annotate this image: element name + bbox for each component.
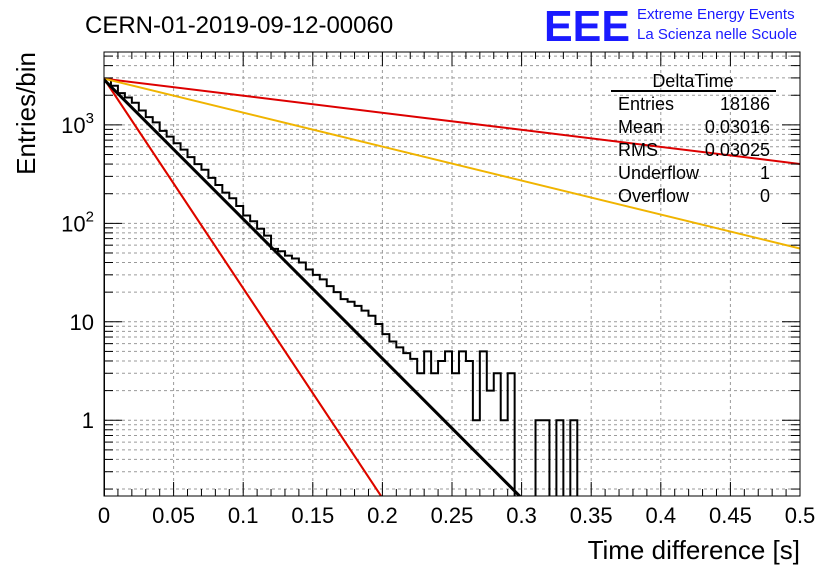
logo-text: EEE [544,2,630,51]
stats-label: Overflow [618,186,690,206]
x-tick-label: 0.4 [646,503,677,528]
stats-value: 18186 [720,94,770,114]
eee-logo: EEE Extreme Energy Events La Scienza nel… [544,2,797,51]
x-tick-label: 0.15 [291,503,334,528]
stats-value: 1 [760,163,770,183]
stats-label: Entries [618,94,674,114]
x-axis-label: Time difference [s] [588,535,800,565]
x-tick-label: 0.2 [367,503,398,528]
fit-line-4 [104,78,383,496]
stats-label: Mean [618,117,663,137]
x-tick-label: 0.5 [785,503,816,528]
stats-label: Underflow [618,163,700,183]
fit-lines [104,77,800,496]
axes: 0 0.05 0.1 0.15 0.2 0.25 0.3 0.35 0.4 0.45 0.51031… [61,51,816,528]
y-tick-label: 1 [82,408,94,433]
fit-line-1 [104,77,800,165]
histogram-bars [104,78,579,496]
run-title: CERN-01-2019-09-12-00060 [85,12,393,39]
x-tick-label: 0.45 [709,503,752,528]
x-tick-label: 0.35 [570,503,613,528]
logo-line-1: Extreme Energy Events [637,6,795,23]
stats-box: DeltaTime Entries 18186 Mean 0.03016 RMS 0.03… [611,71,776,206]
x-tick-label: 0.25 [431,503,474,528]
x-tick-label: 0.05 [152,503,195,528]
stats-title: DeltaTime [652,71,733,91]
x-tick-label: 0 [98,503,110,528]
x-tick-label: 0.3 [506,503,537,528]
y-tick-label: 10 [70,310,94,335]
histogram-outline [104,78,579,496]
fit-line-0 [104,78,522,496]
stats-label: RMS [618,140,658,160]
stats-value: 0.03016 [705,117,770,137]
y-tick-label: 102 [61,208,94,236]
stats-value: 0 [760,186,770,206]
fit-line-2 [104,77,800,250]
y-axis-label: Entries/bin [11,52,41,175]
x-tick-label: 0.1 [228,503,259,528]
stats-value: 0.03025 [705,140,770,160]
logo-line-2: La Scienza nelle Scuole [637,26,797,43]
